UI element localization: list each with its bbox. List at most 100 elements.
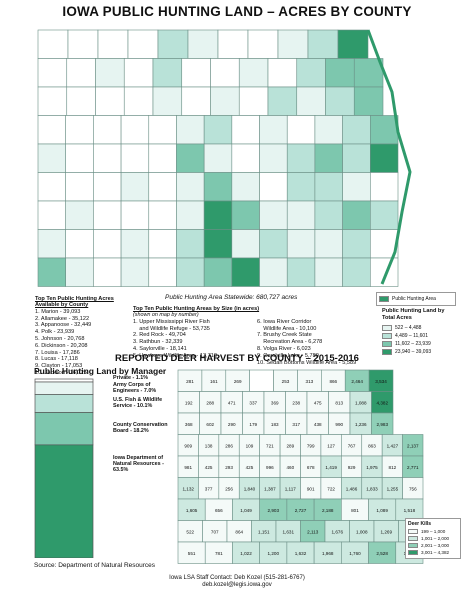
deer-count-label: 1,022: [240, 551, 252, 556]
deer-count-label: 369: [271, 400, 279, 405]
deer-count-label: 377: [205, 486, 213, 491]
county-cell: [176, 115, 205, 145]
top-areas-header: Top Ten Public Hunting Areas by Size (in…: [133, 306, 260, 312]
hunting-area-swatch: [379, 296, 389, 302]
deer-count-label: 990: [335, 422, 343, 427]
manager-stacked-bar: [34, 378, 94, 558]
deer-count-label: 1,255: [387, 486, 399, 491]
hunting-area-legend-row: Public Hunting Area: [379, 295, 453, 303]
deer-count-label: 2,903: [268, 508, 280, 513]
county-cell: [203, 172, 233, 202]
deer-legend-row: 3,001 – 4,382: [408, 549, 458, 556]
deer-count-label: 2,113: [307, 529, 319, 534]
deer-count-label: 1,632: [295, 551, 307, 556]
county-cell: [93, 229, 122, 259]
manager-bar-segment: [34, 444, 94, 558]
county-cell: [314, 257, 343, 287]
county-list-item: 8. Lucas - 17,118: [35, 356, 78, 363]
county-cell: [203, 143, 233, 173]
county-cell: [314, 115, 343, 145]
deer-count-label: 290: [228, 422, 236, 427]
manager-slice-label: Army Corps of Engineers - 7.0%: [113, 382, 157, 395]
area-list-item: and Wildlife Refuge - 53,735: [133, 325, 210, 332]
county-cell: [370, 172, 399, 202]
deer-count-label: 138: [205, 443, 213, 448]
county-cell: [120, 172, 150, 202]
county-cell: [123, 58, 154, 88]
county-cell: [231, 200, 260, 230]
deer-count-label: 286: [225, 443, 233, 448]
manager-bar-segment: [34, 394, 94, 413]
county-cell: [370, 200, 399, 230]
county-cell: [370, 115, 399, 145]
deer-count-label: 281: [186, 379, 194, 384]
county-cell: [37, 257, 66, 287]
county-cell: [152, 58, 183, 88]
county-cell: [203, 229, 233, 259]
deer-count-label: 337: [249, 400, 257, 405]
deer-harvest-title: REPORTED DEER HARVEST BY COUNTY – 2015-2…: [115, 353, 359, 364]
deer-legend-swatch: [408, 543, 418, 548]
deer-count-label: 813: [335, 400, 343, 405]
county-list-item: 4. Polk - 23,939: [35, 329, 75, 336]
county-cell: [259, 172, 288, 202]
deer-count-label: 996: [266, 465, 274, 470]
county-cell: [37, 143, 66, 173]
county-cell: [120, 257, 150, 287]
deer-legend-title: Deer Kills: [408, 521, 432, 527]
county-cell: [342, 229, 371, 259]
acres-legend-swatch: [382, 333, 392, 339]
county-cell: [66, 58, 96, 88]
county-cell: [325, 58, 355, 88]
acres-legend-row: 23,940 – 39,093: [382, 348, 458, 356]
county-cell: [120, 229, 150, 259]
county-cell: [93, 200, 122, 230]
deer-count-label: 678: [307, 465, 315, 470]
acres-legend-label: 4,489 – 11,601: [395, 333, 428, 339]
county-cell: [286, 200, 316, 230]
deer-count-label: 475: [314, 400, 322, 405]
contact-email[interactable]: deb.kozel@legis.iowa.gov: [202, 582, 272, 589]
deer-count-label: 1,089: [376, 508, 388, 513]
county-cell: [314, 143, 343, 173]
manager-slice-label: County Conservation Board - 18.2%: [113, 422, 168, 435]
county-cell: [307, 29, 339, 59]
deer-count-label: 1,968: [322, 551, 334, 556]
area-list-item: 5. Hawkeye Wildlife Area - 13,710: [133, 352, 217, 359]
area-list-item: 2. Red Rock - 49,704: [133, 332, 186, 339]
deer-count-label: 864: [235, 529, 243, 534]
county-cell: [231, 115, 260, 145]
deer-count-label: 256: [225, 486, 233, 491]
deer-count-label: 1,840: [244, 486, 256, 491]
county-cell: [277, 29, 309, 59]
county-cell: [296, 86, 326, 116]
deer-count-label: 313: [306, 379, 314, 384]
deer-legend: Deer Kills 199 – 1,000 1,001 – 2,000 2,001…: [405, 518, 461, 559]
deer-count-label: 522: [186, 529, 194, 534]
deer-count-label: 2,464: [351, 379, 363, 384]
county-cell: [37, 86, 68, 116]
county-cell: [267, 58, 298, 88]
deer-count-label: 2,771: [407, 465, 419, 470]
deer-count-label: 901: [307, 486, 315, 491]
deer-count-label: 1,427: [387, 443, 399, 448]
deer-count-label: 929: [348, 465, 356, 470]
county-cell: [247, 29, 279, 59]
deer-count-label: 238: [292, 400, 300, 405]
county-cell: [157, 29, 189, 59]
deer-count-label: 1,760: [349, 551, 361, 556]
manager-bar-segment: [34, 378, 94, 383]
deer-harvest-map: 281 161 269 253 313 866 2,464 3,534 192 288 471 337…: [177, 369, 424, 564]
county-cell: [210, 86, 240, 116]
county-cell: [65, 229, 94, 259]
area-list-item: 6. Iowa River Corridor: [257, 318, 312, 325]
county-list-item: 1. Marion - 39,093: [35, 308, 81, 315]
deer-legend-label: 1,001 – 2,000: [421, 536, 450, 541]
deer-county-cell: [249, 369, 274, 392]
county-cell: [342, 257, 371, 287]
deer-count-label: 1,833: [366, 486, 378, 491]
deer-legend-row: 2,001 – 3,000: [408, 542, 458, 549]
area-list-item: 4. Saylorville - 18,141: [133, 346, 187, 352]
acres-legend-swatch: [382, 341, 392, 347]
county-list-item: 2. Allamakee - 35,122: [35, 315, 90, 322]
